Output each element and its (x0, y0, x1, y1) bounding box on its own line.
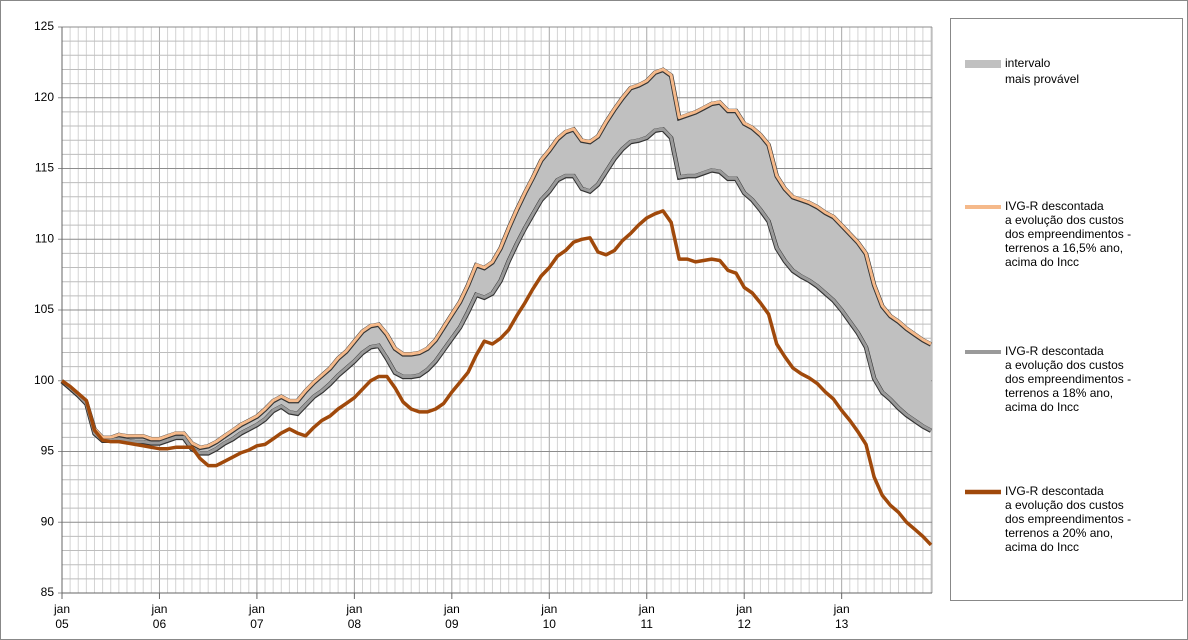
y-tick-label: 95 (41, 444, 55, 458)
x-tick-label: jan 13 (833, 602, 850, 631)
x-tick-label: jan 09 (443, 602, 460, 631)
legend-frame (950, 18, 1183, 601)
x-tick-label: jan 10 (540, 602, 557, 631)
y-tick-label: 110 (35, 231, 54, 245)
y-tick-label: 85 (41, 585, 55, 599)
y-tick-label: 115 (35, 161, 54, 175)
legend-label: IVG-R descontada a evolução dos custos dos… (1005, 484, 1131, 554)
y-tick-label: 105 (34, 302, 54, 316)
y-tick-label: 90 (41, 514, 55, 528)
x-tick-label: jan 05 (53, 602, 70, 631)
x-tick-label: jan 11 (638, 602, 655, 631)
y-tick-label: 100 (34, 373, 54, 387)
y-tick-label: 120 (34, 90, 54, 104)
x-tick-label: jan 08 (345, 602, 362, 631)
legend-label: intervalo mais provável (1005, 56, 1079, 86)
y-tick-label: 125 (34, 19, 54, 33)
legend-swatch (965, 60, 1001, 68)
band-area (62, 69, 931, 453)
legend-label: IVG-R descontada a evolução dos custos dos… (1005, 344, 1131, 414)
x-tick-label: jan 12 (735, 602, 752, 631)
x-tick-label: jan 07 (248, 602, 265, 631)
x-tick-label: jan 06 (150, 602, 167, 631)
legend-label: IVG-R descontada a evolução dos custos dos… (1005, 199, 1131, 269)
series-line (61, 209, 933, 547)
series-line (61, 67, 932, 449)
series-line (61, 127, 932, 455)
